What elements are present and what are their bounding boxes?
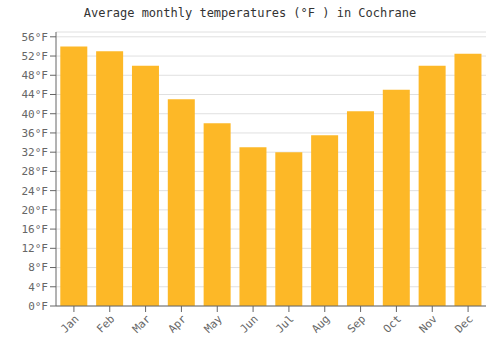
svg-text:52°F: 52°F [22,50,49,63]
svg-text:Sep: Sep [345,312,368,335]
svg-text:Nov: Nov [417,312,441,336]
svg-text:Mar: Mar [130,312,154,336]
svg-text:28°F: 28°F [22,165,49,178]
svg-text:36°F: 36°F [22,127,49,140]
svg-text:44°F: 44°F [22,88,49,101]
svg-text:Aug: Aug [309,312,332,335]
svg-text:8°F: 8°F [28,261,48,274]
svg-text:May: May [202,312,226,336]
svg-text:Jan: Jan [58,312,81,335]
svg-text:Feb: Feb [94,312,117,335]
svg-text:4°F: 4°F [28,281,48,294]
svg-text:16°F: 16°F [22,223,49,236]
svg-text:56°F: 56°F [22,31,49,44]
svg-text:Apr: Apr [166,312,190,336]
svg-text:32°F: 32°F [22,146,49,159]
svg-text:Dec: Dec [452,312,475,335]
svg-text:Jun: Jun [237,312,260,335]
svg-text:48°F: 48°F [22,69,49,82]
svg-text:Jul: Jul [273,312,296,335]
svg-text:0°F: 0°F [28,300,48,313]
svg-text:24°F: 24°F [22,185,49,198]
svg-text:20°F: 20°F [22,204,49,217]
svg-text:12°F: 12°F [22,242,49,255]
svg-text:40°F: 40°F [22,108,49,121]
svg-text:Oct: Oct [381,312,404,335]
html-text:Average monthly temperatures (: Average monthly temperatures (°F ) in Co… [83,6,417,20]
